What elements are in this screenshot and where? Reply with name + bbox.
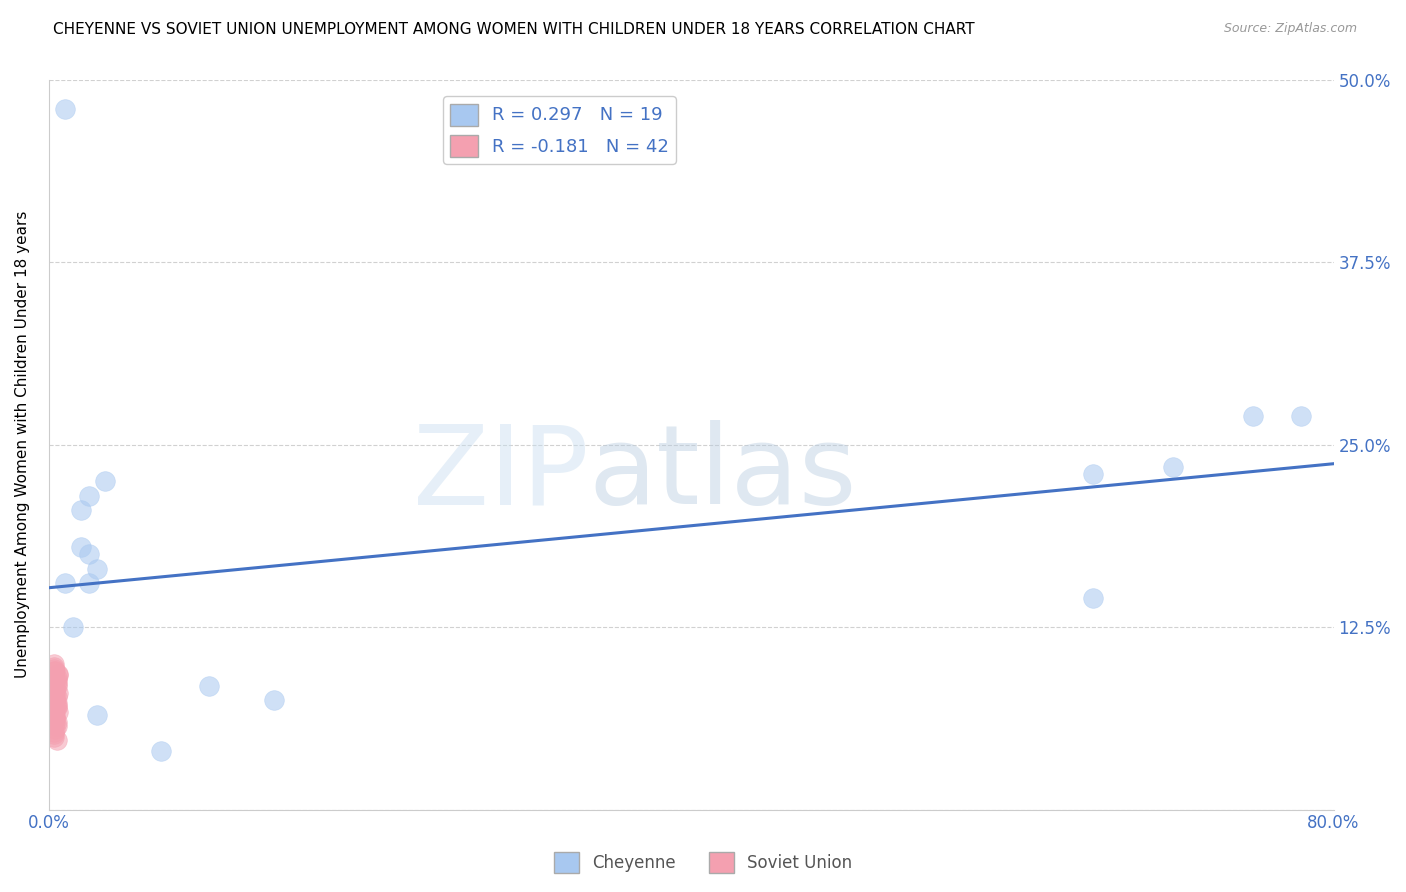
Point bbox=[198, 679, 221, 693]
Point bbox=[45, 700, 67, 714]
Point bbox=[42, 730, 65, 744]
Point bbox=[1241, 409, 1264, 423]
Point bbox=[42, 663, 65, 677]
Point bbox=[44, 687, 66, 701]
Point bbox=[42, 675, 65, 690]
Text: CHEYENNE VS SOVIET UNION UNEMPLOYMENT AMONG WOMEN WITH CHILDREN UNDER 18 YEARS C: CHEYENNE VS SOVIET UNION UNEMPLOYMENT AM… bbox=[53, 22, 974, 37]
Point bbox=[45, 732, 67, 747]
Point bbox=[42, 680, 65, 694]
Point bbox=[53, 102, 76, 116]
Point bbox=[70, 540, 93, 554]
Point bbox=[44, 690, 66, 705]
Point bbox=[45, 671, 67, 685]
Point bbox=[42, 726, 65, 740]
Point bbox=[1291, 409, 1313, 423]
Point bbox=[53, 576, 76, 591]
Point bbox=[44, 684, 66, 698]
Point bbox=[44, 702, 66, 716]
Point bbox=[45, 674, 67, 689]
Point bbox=[45, 696, 67, 710]
Point bbox=[42, 670, 65, 684]
Point bbox=[77, 576, 100, 591]
Text: atlas: atlas bbox=[588, 420, 856, 527]
Point bbox=[1161, 459, 1184, 474]
Point bbox=[94, 475, 117, 489]
Y-axis label: Unemployment Among Women with Children Under 18 years: Unemployment Among Women with Children U… bbox=[15, 211, 30, 679]
Point bbox=[45, 677, 67, 691]
Point bbox=[44, 707, 66, 722]
Point bbox=[77, 547, 100, 561]
Point bbox=[263, 693, 285, 707]
Point bbox=[44, 712, 66, 726]
Point bbox=[44, 711, 66, 725]
Point bbox=[48, 666, 70, 681]
Point bbox=[1081, 591, 1104, 605]
Point bbox=[44, 681, 66, 696]
Point bbox=[45, 719, 67, 733]
Point bbox=[44, 693, 66, 707]
Point bbox=[42, 659, 65, 673]
Legend: R = 0.297   N = 19, R = -0.181   N = 42: R = 0.297 N = 19, R = -0.181 N = 42 bbox=[443, 96, 676, 164]
Point bbox=[77, 489, 100, 503]
Point bbox=[62, 620, 84, 634]
Point bbox=[45, 714, 67, 729]
Point bbox=[48, 668, 70, 682]
Point bbox=[86, 562, 108, 576]
Point bbox=[70, 503, 93, 517]
Point bbox=[45, 698, 67, 713]
Point bbox=[44, 664, 66, 678]
Point bbox=[42, 657, 65, 671]
Point bbox=[1081, 467, 1104, 481]
Legend: Cheyenne, Soviet Union: Cheyenne, Soviet Union bbox=[547, 846, 859, 880]
Point bbox=[45, 679, 67, 693]
Point bbox=[44, 693, 66, 707]
Point bbox=[44, 716, 66, 731]
Point bbox=[86, 707, 108, 722]
Point bbox=[42, 707, 65, 722]
Point bbox=[48, 705, 70, 719]
Point bbox=[42, 664, 65, 678]
Point bbox=[44, 723, 66, 737]
Point bbox=[45, 690, 67, 705]
Point bbox=[42, 725, 65, 739]
Point bbox=[150, 744, 173, 758]
Text: ZIP: ZIP bbox=[412, 420, 588, 527]
Point bbox=[42, 700, 65, 714]
Point bbox=[44, 695, 66, 709]
Point bbox=[48, 686, 70, 700]
Point bbox=[42, 671, 65, 685]
Text: Source: ZipAtlas.com: Source: ZipAtlas.com bbox=[1223, 22, 1357, 36]
